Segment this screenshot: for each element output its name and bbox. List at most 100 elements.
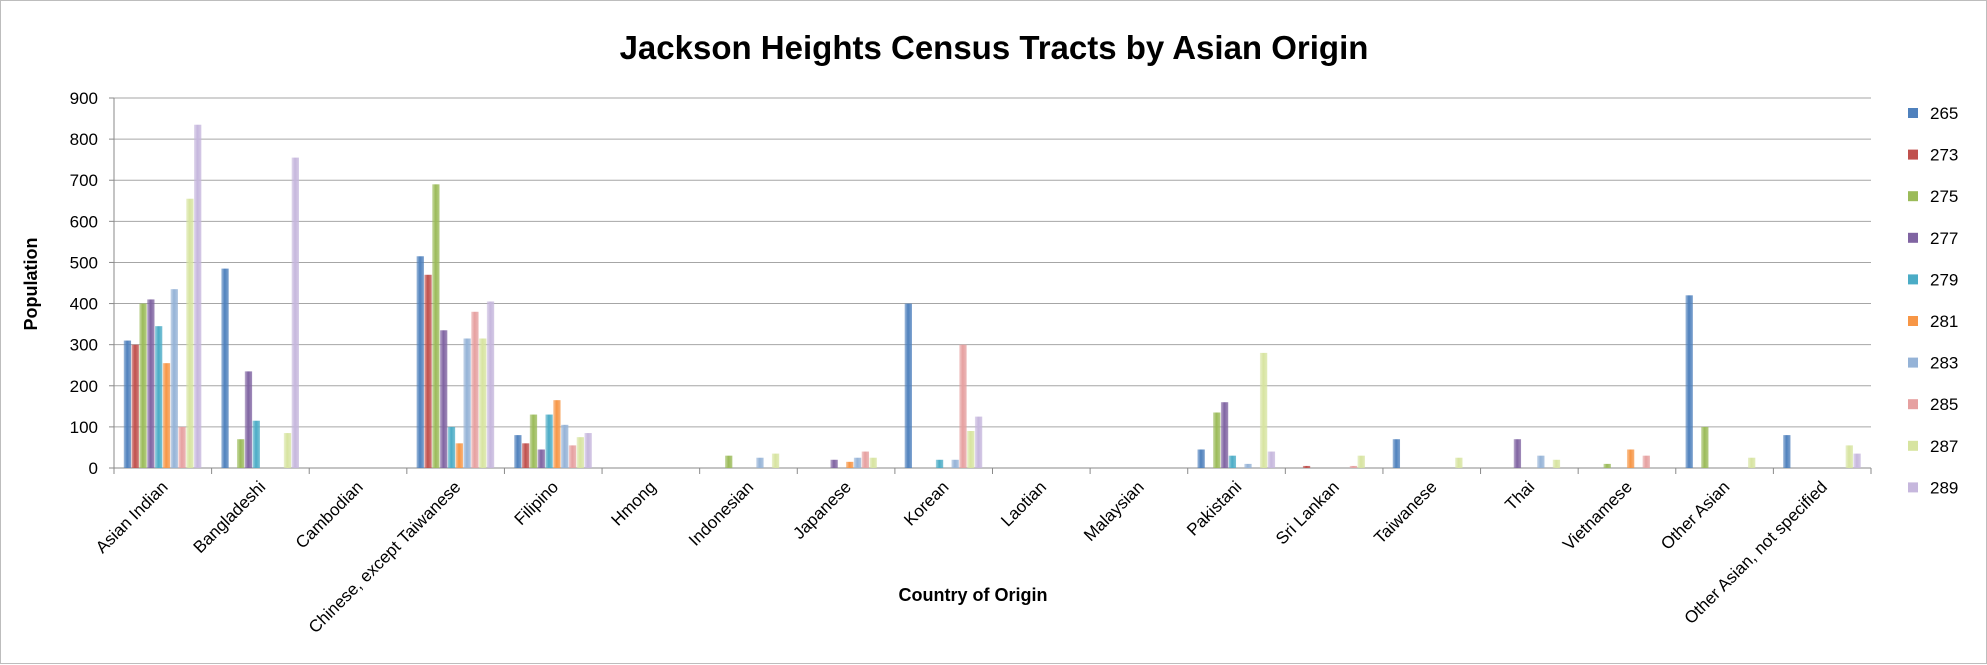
bar-279-8 [935,459,944,468]
bar-289-4 [584,433,592,468]
category-label: Indonesian [685,477,757,549]
legend-swatch-275 [1908,191,1918,202]
category-label: Hmong [608,477,660,529]
bar-283-6 [756,457,764,468]
legend-label: 279 [1930,270,1958,289]
bar-285-15 [1642,455,1650,468]
y-tick-label: 800 [70,130,98,149]
bar-265-17 [1783,435,1791,468]
legend-label: 283 [1930,354,1958,373]
category-label: Malaysian [1080,477,1148,545]
legend-swatch-281 [1908,316,1918,326]
bar-279-4 [545,414,553,468]
legend-label: 289 [1930,478,1958,497]
bar-283-3 [463,338,471,468]
bar-275-11 [1213,412,1221,468]
bar-289-0 [194,124,202,468]
legend-swatch-287 [1908,440,1918,451]
bar-285-12 [1349,465,1358,468]
bar-287-1 [283,433,292,468]
y-tick-label: 600 [70,212,98,231]
bar-275-3 [432,184,440,468]
legend-swatch-285 [1908,399,1918,410]
bar-265-1 [221,268,229,468]
bar-273-4 [522,443,530,468]
legend-swatch-273 [1908,149,1918,160]
bar-273-3 [424,274,432,468]
bars [123,124,1861,469]
category-label: Sri Lankan [1272,477,1343,548]
bar-275-1 [236,439,245,468]
bar-275-6 [725,455,733,468]
legend: 265 273 275 277 279 281 283 285 287 289 [1908,104,1958,497]
bar-287-7 [869,457,877,468]
y-axis-ticks: 0 100 200 300 400 500 600 700 800 900 [70,89,98,478]
category-label: Asian Indian [92,477,172,557]
category-label: Laotian [997,477,1050,530]
bar-279-1 [252,420,260,468]
category-label: Pakistani [1183,477,1245,539]
category-label: Filipino [511,477,563,529]
bar-289-8 [974,416,983,468]
bar-287-11 [1259,352,1268,468]
bar-283-7 [853,457,862,468]
bar-279-11 [1228,455,1237,468]
legend-swatch-265 [1908,108,1918,118]
legend-label: 275 [1930,187,1958,206]
bar-277-4 [537,449,545,468]
bar-275-15 [1603,463,1611,468]
category-label: Cambodian [292,477,367,552]
bar-287-8 [967,431,975,468]
bar-265-0 [123,340,132,468]
x-axis-title: Country of Origin [899,585,1048,605]
bar-279-0 [155,326,163,468]
legend-label: 281 [1930,312,1958,331]
bar-283-4 [561,424,569,468]
y-tick-label: 900 [70,89,98,108]
legend-swatch-279 [1908,274,1918,285]
y-tick-label: 700 [70,171,98,190]
bar-289-1 [291,157,299,469]
bar-289-17 [1853,453,1861,468]
bar-281-15 [1626,449,1635,468]
x-axis [109,97,1872,474]
bar-285-0 [178,426,186,468]
bar-283-0 [170,289,178,468]
y-tick-label: 300 [70,336,98,355]
category-label: Bangladeshi [190,477,270,557]
bar-285-7 [861,451,870,468]
legend-swatch-277 [1908,232,1918,243]
bar-287-0 [186,198,194,468]
bar-281-0 [162,363,171,468]
bar-283-14 [1537,455,1545,468]
bar-281-3 [455,443,463,468]
bar-265-3 [416,256,424,468]
bar-281-4 [553,400,561,468]
legend-label: 273 [1930,146,1958,165]
bar-277-0 [147,299,155,468]
category-label: Japanese [789,477,855,543]
bar-287-6 [771,453,780,468]
bar-265-8 [904,303,912,468]
bar-285-3 [471,311,479,468]
bar-275-16 [1701,426,1709,468]
legend-label: 277 [1930,229,1958,248]
chart-title: Jackson Heights Census Tracts by Asian O… [620,29,1369,66]
bar-279-3 [447,426,456,468]
bar-273-0 [131,344,139,468]
category-label: Thai [1501,477,1538,514]
bar-283-11 [1244,463,1252,468]
legend-label: 287 [1930,437,1958,456]
y-tick-label: 500 [70,253,98,272]
bar-265-4 [514,435,522,468]
bar-287-4 [576,437,584,468]
bar-265-16 [1685,295,1693,468]
bar-287-13 [1455,457,1463,468]
bar-277-1 [244,371,253,468]
bar-265-11 [1197,449,1205,468]
category-label: Korean [900,477,952,529]
y-tick-label: 100 [70,418,98,437]
category-label: Taiwanese [1370,477,1440,547]
